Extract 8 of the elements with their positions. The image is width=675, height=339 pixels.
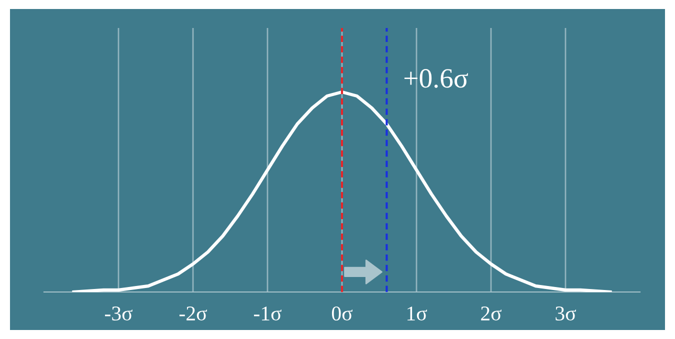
x-tick-label: -1σ	[254, 306, 282, 321]
x-tick-label: -2σ	[179, 306, 207, 321]
x-tick-label: 1σ	[408, 306, 428, 321]
x-tick-label: 0σ	[332, 306, 353, 321]
x-tick-label: 2σ	[481, 306, 502, 321]
ref-line-label: +0.6σ	[404, 69, 468, 88]
x-tick-label: 3σ	[556, 306, 576, 321]
x-tick-label: -3σ	[104, 306, 132, 321]
